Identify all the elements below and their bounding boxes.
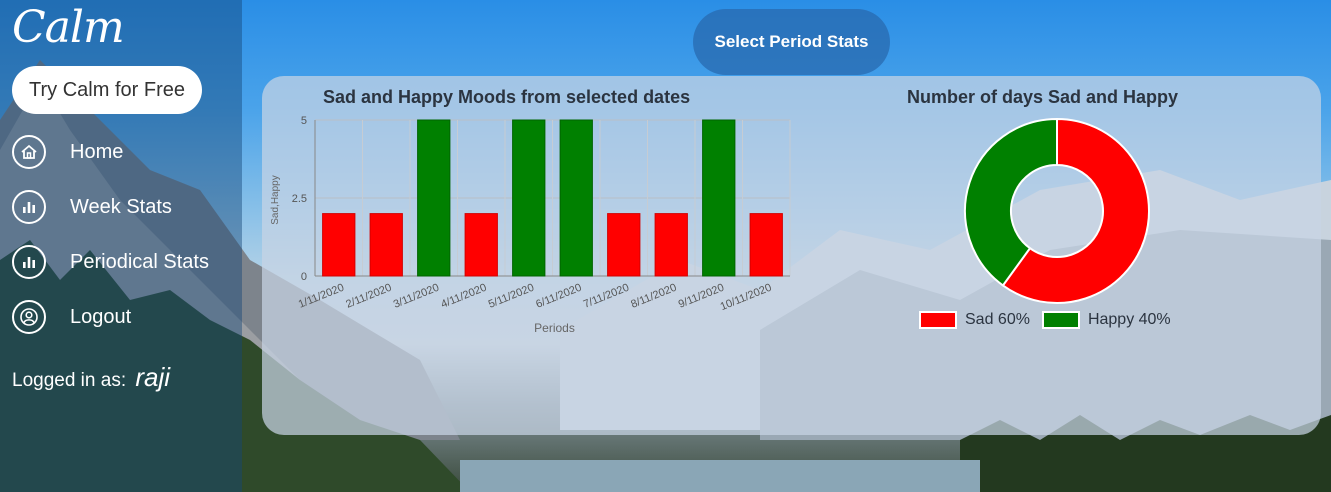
x-tick-label: 9/11/2020 (677, 282, 726, 311)
sidebar-item-periodical-stats[interactable]: Periodical Stats (12, 244, 232, 280)
logged-in-status: Logged in as: raji (12, 362, 170, 393)
try-calm-button[interactable]: Try Calm for Free (12, 66, 202, 114)
y-tick-label: 0 (301, 271, 307, 283)
sidebar-item-label: Home (70, 140, 124, 163)
sidebar-item-home[interactable]: Home (12, 134, 232, 170)
username: raji (135, 362, 171, 392)
sidebar-item-week-stats[interactable]: Week Stats (12, 189, 232, 225)
user-icon (12, 300, 46, 334)
sidebar-item-logout[interactable]: Logout (12, 299, 232, 335)
bar (464, 213, 498, 277)
sidebar-item-label: Periodical Stats (70, 250, 209, 273)
x-tick-label: 8/11/2020 (629, 282, 678, 311)
bar (702, 119, 736, 277)
legend-swatch-happy (1041, 311, 1080, 329)
legend-swatch-sad (919, 311, 957, 329)
bar (559, 119, 593, 277)
sidebar-item-label: Logout (70, 305, 132, 328)
y-tick-label: 5 (301, 115, 307, 127)
pie-slice (964, 117, 1058, 287)
home-icon (12, 135, 46, 169)
bar (369, 213, 403, 277)
sidebar-item-label: Week Stats (70, 195, 172, 218)
pie-legend: Sad 60% Happy 40% (919, 311, 1171, 329)
bar (512, 119, 546, 277)
x-tick-label: 5/11/2020 (487, 282, 536, 311)
x-tick-label: 7/11/2020 (582, 282, 631, 311)
x-tick-label: 1/11/2020 (297, 282, 346, 311)
y-axis-label: Sad,Happy (270, 175, 281, 224)
x-tick-label: 4/11/2020 (439, 282, 488, 311)
y-tick-label: 2.5 (292, 193, 307, 205)
x-tick-label: 6/11/2020 (534, 282, 583, 311)
sidebar: Calm Try Calm for Free Home Week Stats P… (0, 0, 242, 492)
bar (607, 213, 641, 277)
x-tick-label: 10/11/2020 (719, 282, 774, 313)
bar (417, 119, 451, 277)
legend-label-happy: Happy 40% (1087, 311, 1171, 328)
select-period-stats-button[interactable]: Select Period Stats (693, 9, 890, 75)
bar-chart-title: Sad and Happy Moods from selected dates (323, 87, 691, 107)
x-tick-label: 2/11/2020 (344, 282, 393, 311)
bar-chart-icon (12, 190, 46, 224)
calm-logo[interactable]: Calm (12, 2, 125, 53)
x-tick-label: 3/11/2020 (392, 282, 441, 311)
x-axis-label: Periods (534, 321, 575, 335)
pie-slice (1001, 117, 1150, 304)
mood-doughnut-chart (964, 117, 1150, 304)
bar (322, 213, 356, 277)
legend-label-sad: Sad 60% (965, 311, 1030, 328)
bar-chart-icon (12, 245, 46, 279)
bar (654, 213, 688, 277)
bar (749, 213, 783, 277)
logged-in-label: Logged in as: (12, 370, 127, 391)
mood-bar-chart: 0 2.5 5 1/11/20202/11/20203/11/20204/11/202… (270, 115, 791, 335)
pie-chart-title: Number of days Sad and Happy (907, 87, 1179, 107)
